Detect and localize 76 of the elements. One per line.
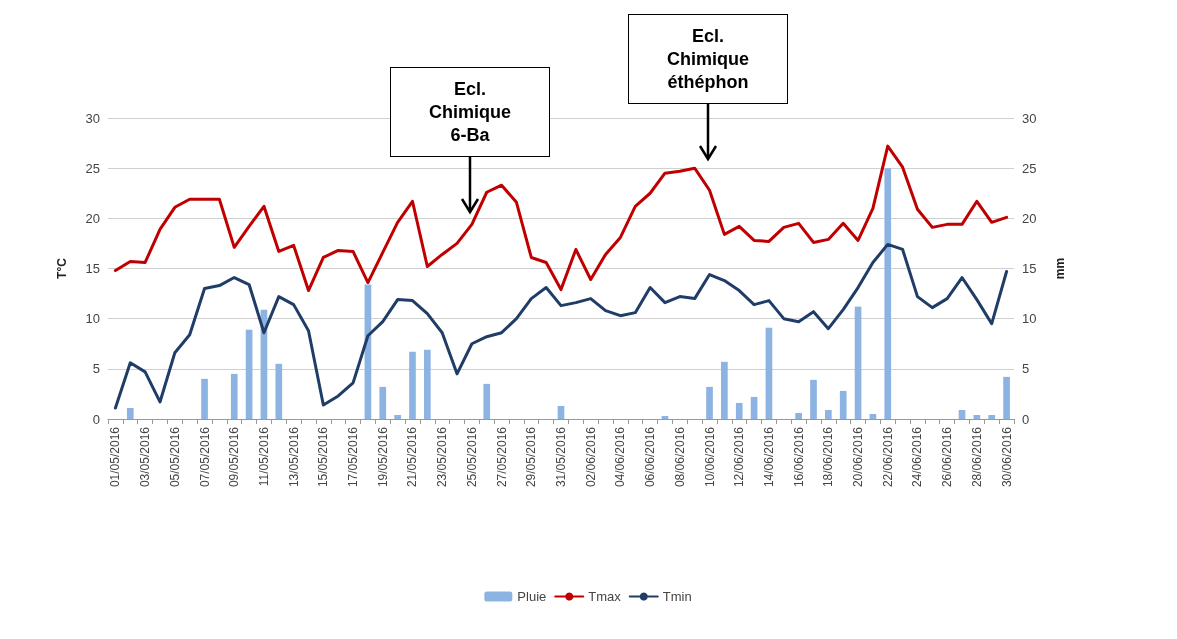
y-tick-label: 25 — [85, 160, 100, 176]
y2-tick-label: 10 — [1022, 311, 1037, 327]
line-series — [113, 144, 1009, 293]
bar — [795, 412, 802, 419]
bar — [810, 379, 817, 419]
x-tick-label: 25/05/2016 — [464, 426, 479, 488]
bar — [958, 409, 966, 419]
bar — [884, 168, 892, 419]
x-tick-label: 02/06/2016 — [583, 426, 598, 488]
bar — [275, 363, 283, 419]
x-tick-label: 10/06/2016 — [702, 426, 717, 488]
y-axis-title: T°C — [55, 257, 69, 279]
bar — [557, 405, 565, 419]
y-tick-label: 5 — [92, 361, 100, 377]
bar — [1003, 376, 1010, 419]
x-tick-label: 11/05/2016 — [256, 426, 271, 487]
bar — [735, 402, 743, 419]
y-tick-label: 10 — [85, 311, 100, 327]
bar — [706, 386, 713, 419]
x-tick-label: 24/06/2016 — [910, 426, 925, 488]
x-tick-label: 22/06/2016 — [880, 426, 895, 488]
line-series — [113, 242, 1009, 410]
y-tick-label: 15 — [85, 261, 100, 276]
bar — [839, 390, 847, 419]
y2-tick-label: 0 — [1022, 411, 1030, 427]
x-tick-label: 18/06/2016 — [821, 426, 836, 488]
bar — [230, 373, 238, 419]
y2-tick-label: 20 — [1022, 210, 1037, 226]
bar — [988, 414, 996, 419]
bar — [721, 361, 728, 419]
x-tick-label: 27/05/2016 — [494, 426, 509, 488]
x-tick-label: 28/06/2016 — [969, 426, 984, 488]
x-tick-label: 19/05/2016 — [375, 426, 390, 488]
bar — [379, 386, 387, 419]
bar — [765, 327, 773, 419]
x-tick-label: 15/05/2016 — [316, 426, 331, 488]
bar — [423, 349, 431, 419]
x-tick-label: 08/06/2016 — [672, 426, 687, 488]
legend-label: Tmax — [588, 589, 622, 604]
x-tick-label: 06/06/2016 — [643, 426, 658, 488]
x-tick-label: 20/06/2016 — [851, 426, 866, 488]
bar — [483, 383, 491, 419]
y2-tick-label: 30 — [1022, 110, 1037, 126]
bar — [409, 351, 416, 419]
bar — [126, 407, 134, 419]
x-tick-label: 30/06/2016 — [999, 426, 1014, 488]
y-tick-label: 20 — [85, 210, 100, 226]
x-tick-label: 21/05/2016 — [405, 426, 420, 488]
y2-tick-label: 5 — [1022, 361, 1030, 377]
x-tick-label: 05/05/2016 — [167, 426, 182, 488]
x-tick-label: 29/05/2016 — [524, 426, 539, 488]
x-tick-label: 09/05/2016 — [227, 426, 242, 488]
annotation: Ecl. Chimique 6-Ba — [390, 67, 550, 157]
y-tick-label: 0 — [92, 411, 100, 427]
x-tick-label: 07/05/2016 — [197, 426, 212, 488]
x-tick-label: 01/05/2016 — [108, 426, 123, 488]
x-tick-label: 13/05/2016 — [286, 426, 301, 488]
y2-tick-label: 25 — [1022, 160, 1037, 176]
x-tick-label: 14/06/2016 — [761, 426, 776, 488]
legend-label: Pluie — [517, 589, 547, 604]
bar — [661, 415, 669, 419]
y2-axis-title: mm — [1053, 257, 1067, 280]
y-tick-label: 30 — [85, 110, 100, 126]
x-tick-label: 16/06/2016 — [791, 426, 806, 488]
x-tick-label: 04/06/2016 — [613, 426, 628, 488]
legend-label: Tmin — [662, 589, 692, 604]
x-tick-label: 31/05/2016 — [554, 426, 568, 488]
x-tick-label: 26/06/2016 — [940, 426, 955, 488]
bar — [201, 378, 208, 419]
x-tick-label: 03/05/2016 — [138, 426, 153, 488]
y2-tick-label: 15 — [1022, 261, 1037, 276]
bar — [825, 409, 832, 419]
x-tick-label: 12/06/2016 — [732, 426, 747, 488]
bar — [394, 414, 401, 419]
x-tick-label: 23/05/2016 — [435, 426, 450, 488]
x-tick-label: 17/05/2016 — [346, 426, 361, 488]
